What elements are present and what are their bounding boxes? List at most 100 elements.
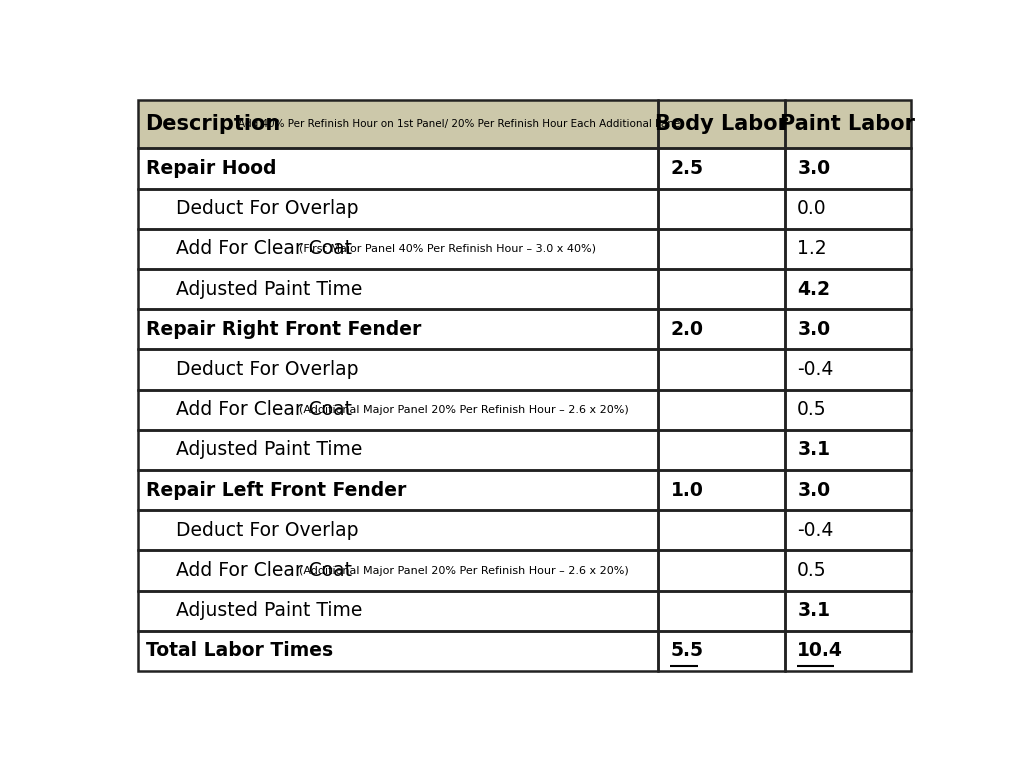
Bar (138, 551, 657, 591)
Bar (138, 100, 657, 148)
Text: Adjusted Paint Time: Adjusted Paint Time (176, 601, 362, 621)
Bar (657, 189, 784, 229)
Bar (657, 430, 784, 470)
Text: Total Labor Times: Total Labor Times (146, 641, 334, 660)
Text: Add For Clear Coat: Add For Clear Coat (176, 561, 352, 580)
Bar (657, 591, 784, 631)
Bar (138, 349, 657, 389)
Bar (138, 100, 657, 148)
Bar (657, 148, 784, 189)
Bar (138, 189, 657, 229)
Text: (Additional Major Panel 20% Per Refinish Hour – 2.6 x 20%): (Additional Major Panel 20% Per Refinish… (299, 405, 629, 415)
Bar (657, 631, 784, 671)
Bar (138, 591, 657, 631)
Text: -0.4: -0.4 (798, 521, 834, 540)
Bar (657, 229, 784, 269)
Bar (657, 229, 784, 269)
Text: Deduct For Overlap: Deduct For Overlap (176, 521, 358, 540)
Text: 0.5: 0.5 (798, 400, 826, 419)
Text: Repair Right Front Fender: Repair Right Front Fender (146, 319, 422, 339)
Bar (657, 310, 784, 349)
Bar (657, 470, 784, 510)
Bar (657, 551, 784, 591)
Bar (657, 389, 784, 430)
Text: Body Labor: Body Labor (654, 114, 787, 134)
Bar (784, 551, 911, 591)
Bar (657, 470, 784, 510)
Bar (138, 189, 657, 229)
Bar (784, 310, 911, 349)
Text: 1.0: 1.0 (671, 481, 703, 500)
Bar (657, 269, 784, 310)
Text: Adjusted Paint Time: Adjusted Paint Time (176, 440, 362, 459)
Bar (784, 591, 911, 631)
Text: 10.4: 10.4 (798, 641, 843, 660)
Bar (138, 148, 657, 189)
Bar (784, 389, 911, 430)
Bar (138, 310, 657, 349)
Bar (657, 349, 784, 389)
Bar (784, 148, 911, 189)
Text: 0.5: 0.5 (798, 561, 826, 580)
Bar (784, 510, 911, 551)
Bar (784, 631, 911, 671)
Bar (657, 389, 784, 430)
Text: Add 40% Per Refinish Hour on 1st Panel/ 20% Per Refinish Hour Each Additional Pa: Add 40% Per Refinish Hour on 1st Panel/ … (238, 119, 683, 129)
Text: 3.0: 3.0 (798, 159, 830, 178)
Bar (138, 631, 657, 671)
Text: 1.2: 1.2 (798, 240, 826, 258)
Bar (138, 551, 657, 591)
Bar (138, 310, 657, 349)
Bar (138, 591, 657, 631)
Bar (657, 631, 784, 671)
Text: 3.0: 3.0 (798, 319, 830, 339)
Text: 2.0: 2.0 (671, 319, 703, 339)
Bar (138, 470, 657, 510)
Bar (784, 349, 911, 389)
Text: 0.0: 0.0 (798, 199, 826, 218)
Bar (138, 470, 657, 510)
Bar (657, 189, 784, 229)
Text: Deduct For Overlap: Deduct For Overlap (176, 199, 358, 218)
Bar (784, 189, 911, 229)
Text: 3.1: 3.1 (798, 601, 830, 621)
Bar (657, 591, 784, 631)
Text: Repair Hood: Repair Hood (146, 159, 276, 178)
Bar (138, 430, 657, 470)
Bar (657, 148, 784, 189)
Bar (138, 510, 657, 551)
Bar (138, 510, 657, 551)
Bar (784, 551, 911, 591)
Bar (784, 229, 911, 269)
Bar (138, 349, 657, 389)
Bar (138, 389, 657, 430)
Bar (138, 389, 657, 430)
Bar (784, 591, 911, 631)
Text: 5.5: 5.5 (671, 641, 703, 660)
Bar (784, 229, 911, 269)
Bar (657, 310, 784, 349)
Bar (657, 269, 784, 310)
Bar (784, 430, 911, 470)
Text: (First Major Panel 40% Per Refinish Hour – 3.0 x 40%): (First Major Panel 40% Per Refinish Hour… (299, 244, 596, 254)
Bar (784, 100, 911, 148)
Bar (784, 349, 911, 389)
Bar (784, 189, 911, 229)
Bar (784, 470, 911, 510)
Text: (Additional Major Panel 20% Per Refinish Hour – 2.6 x 20%): (Additional Major Panel 20% Per Refinish… (299, 565, 629, 575)
Text: Paint Labor: Paint Labor (780, 114, 915, 134)
Bar (657, 551, 784, 591)
Bar (138, 430, 657, 470)
Bar (784, 310, 911, 349)
Bar (657, 100, 784, 148)
Bar (138, 631, 657, 671)
Text: Repair Left Front Fender: Repair Left Front Fender (146, 481, 407, 500)
Bar (138, 269, 657, 310)
Bar (657, 430, 784, 470)
Bar (138, 229, 657, 269)
Text: 4.2: 4.2 (798, 280, 830, 299)
Text: Description: Description (144, 114, 280, 134)
Bar (657, 349, 784, 389)
Bar (138, 148, 657, 189)
Bar (784, 269, 911, 310)
